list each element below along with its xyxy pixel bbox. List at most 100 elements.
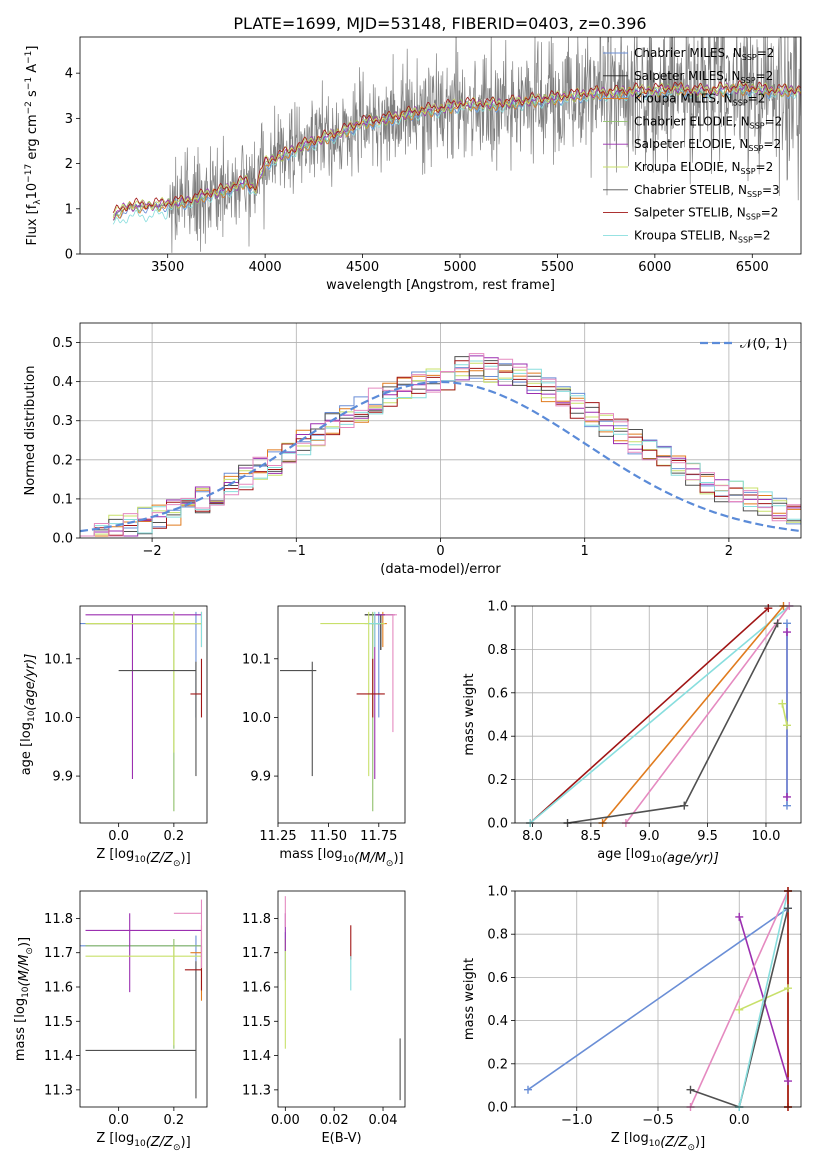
weight-line-kroupa_miles xyxy=(601,606,785,823)
x-tick-label: 9.0 xyxy=(639,829,660,844)
model-line-salpeter_stelib xyxy=(112,79,801,214)
x-axis-label: Z [log10(Z/Z⊙)] xyxy=(96,1131,190,1153)
model-line-salpeter_elodie xyxy=(112,82,801,221)
errorbar-point xyxy=(85,611,203,648)
y-tick-label: 1.0 xyxy=(487,885,508,900)
weight-marker xyxy=(524,1085,532,1094)
errorbar-point xyxy=(368,611,381,648)
plot-area xyxy=(280,611,397,812)
errorbar-point xyxy=(85,939,202,1049)
y-tick-label: 0.0 xyxy=(487,1101,508,1116)
errorbar-point xyxy=(384,614,397,733)
axes-frame xyxy=(79,36,802,255)
x-axis-label: wavelength [Angstrom, rest frame] xyxy=(326,278,555,293)
plot-area xyxy=(515,891,801,1107)
y-tick-label: 10.1 xyxy=(44,652,73,667)
x-tick-label: 0.00 xyxy=(271,1113,300,1128)
errorbar-point xyxy=(173,899,203,969)
y-tick-label: 0.0 xyxy=(487,817,508,832)
x-tick-label: 6000 xyxy=(638,260,671,275)
x-tick-label: 0.2 xyxy=(164,1113,185,1128)
x-tick-label: 0.0 xyxy=(729,1113,750,1128)
legend-entry: 𝒩(0, 1) xyxy=(740,337,787,352)
y-tick-label: 11.7 xyxy=(242,946,271,961)
panel-mass_weight_vs_Z: −1.0 −0.5 0.0 0.0 0.2 0.4 0.6 0.8 1.0 Z [log10(Z/… xyxy=(462,885,802,1153)
x-tick-label: 9.5 xyxy=(697,829,718,844)
y-tick-label: 0.1 xyxy=(52,492,73,507)
weight-marker xyxy=(782,721,791,730)
panel-residuals: −2 −1 0 1 2 0.0 0.1 0.2 0.3 0.4 0.5 (data-model)/er… xyxy=(23,322,802,577)
y-tick-label: 0.2 xyxy=(52,453,73,468)
x-tick-label: 11.50 xyxy=(310,829,347,844)
y-tick-label: 0.6 xyxy=(487,971,508,986)
x-axis-label: Z [log10(Z/Z⊙)] xyxy=(611,1131,705,1153)
x-tick-label: 4000 xyxy=(249,260,282,275)
y-tick-label: 11.3 xyxy=(242,1083,271,1098)
x-tick-label: 4500 xyxy=(346,260,379,275)
plot-area xyxy=(80,899,203,1099)
weight-marker xyxy=(764,604,773,613)
y-tick-label: 0.4 xyxy=(52,375,73,390)
y-tick-label: 0.5 xyxy=(52,336,73,351)
x-tick-label: 2 xyxy=(725,544,733,559)
legend-entry: Kroupa ELODIE, NSSP=2 xyxy=(634,160,773,176)
y-tick-label: 9.9 xyxy=(52,770,73,785)
errorbar-point xyxy=(80,611,202,718)
y-axis-label: Normed distribution xyxy=(23,366,38,496)
y-tick-label: 11.4 xyxy=(242,1049,271,1064)
axes-frame xyxy=(277,605,406,824)
axes-frame xyxy=(79,605,208,824)
weight-marker xyxy=(735,912,744,921)
panel-age_vs_mass: 11.25 11.50 11.75 9.9 10.0 10.1 mass [log10(M/… xyxy=(242,605,406,869)
y-tick-label: 11.6 xyxy=(44,981,73,996)
x-tick-label: 8.0 xyxy=(522,829,543,844)
y-tick-label: 0.6 xyxy=(487,686,508,701)
weight-marker xyxy=(782,801,791,810)
y-axis-label: Flux [fλ10−17 erg cm−2 s−1 A−1] xyxy=(24,46,43,246)
y-tick-label: 0.8 xyxy=(487,928,508,943)
errorbar-point xyxy=(80,935,202,981)
panel-spectrum: 3500 4000 4500 5000 5500 6000 6500 0 1 2 3 4 wavelen… xyxy=(24,36,802,293)
x-tick-label: 8.5 xyxy=(581,829,602,844)
errorbar-point xyxy=(118,661,197,777)
y-tick-label: 10.0 xyxy=(44,711,73,726)
weight-marker xyxy=(784,904,792,913)
axes-frame xyxy=(79,890,208,1108)
y-tick-label: 0 xyxy=(65,248,73,263)
weight-marker xyxy=(778,699,787,708)
axes-frame xyxy=(277,890,406,1108)
y-tick-label: 9.9 xyxy=(250,770,271,785)
y-tick-label: 11.7 xyxy=(44,946,73,961)
x-axis-label: age [log10(age/yr)] xyxy=(597,847,719,866)
y-tick-label: 0.2 xyxy=(487,773,508,788)
x-tick-label: −1.0 xyxy=(561,1113,593,1128)
y-tick-label: 11.5 xyxy=(242,1015,271,1030)
model-line-kroupa_miles xyxy=(113,83,801,219)
weight-line-chabrier_stelib xyxy=(690,908,789,1107)
weight-line-salpeter_stelib xyxy=(529,607,769,823)
x-tick-label: 0.02 xyxy=(320,1113,349,1128)
y-axis-label: age [log10(age/yr)] xyxy=(19,654,38,776)
y-tick-label: 0.4 xyxy=(487,1014,508,1029)
plot-area xyxy=(284,896,401,1101)
legend: Chabrier MILES, NSSP=2 Salpeter MILES, NS… xyxy=(603,46,782,244)
y-tick-label: 3 xyxy=(65,112,73,127)
histogram-pink xyxy=(80,353,801,537)
x-tick-label: 11.25 xyxy=(259,829,296,844)
errorbar-point xyxy=(356,658,385,718)
errorbar-point xyxy=(85,611,202,753)
errorbar-point xyxy=(85,913,202,993)
weight-line-kroupa_elodie xyxy=(781,703,788,726)
legend-entry: Kroupa STELIB, NSSP=2 xyxy=(634,228,771,244)
model-line-chabrier_miles xyxy=(112,84,801,220)
weight-line-pink xyxy=(625,606,790,823)
x-tick-label: −0.5 xyxy=(642,1113,674,1128)
x-axis-label: (data-model)/error xyxy=(380,562,501,577)
y-axis-label: mass weight xyxy=(462,958,477,1040)
x-tick-label: 3500 xyxy=(151,260,184,275)
errorbar-point xyxy=(374,614,395,780)
panel-mass_weight_vs_age: 8.0 8.5 9.0 9.5 10.0 0.0 0.2 0.4 0.6 0.8 1.0 age [l… xyxy=(462,600,802,866)
figure-title: PLATE=1699, MJD=53148, FIBERID=0403, z=0… xyxy=(233,14,646,33)
x-tick-label: 6500 xyxy=(736,260,769,275)
y-axis-label: mass weight xyxy=(462,673,477,755)
